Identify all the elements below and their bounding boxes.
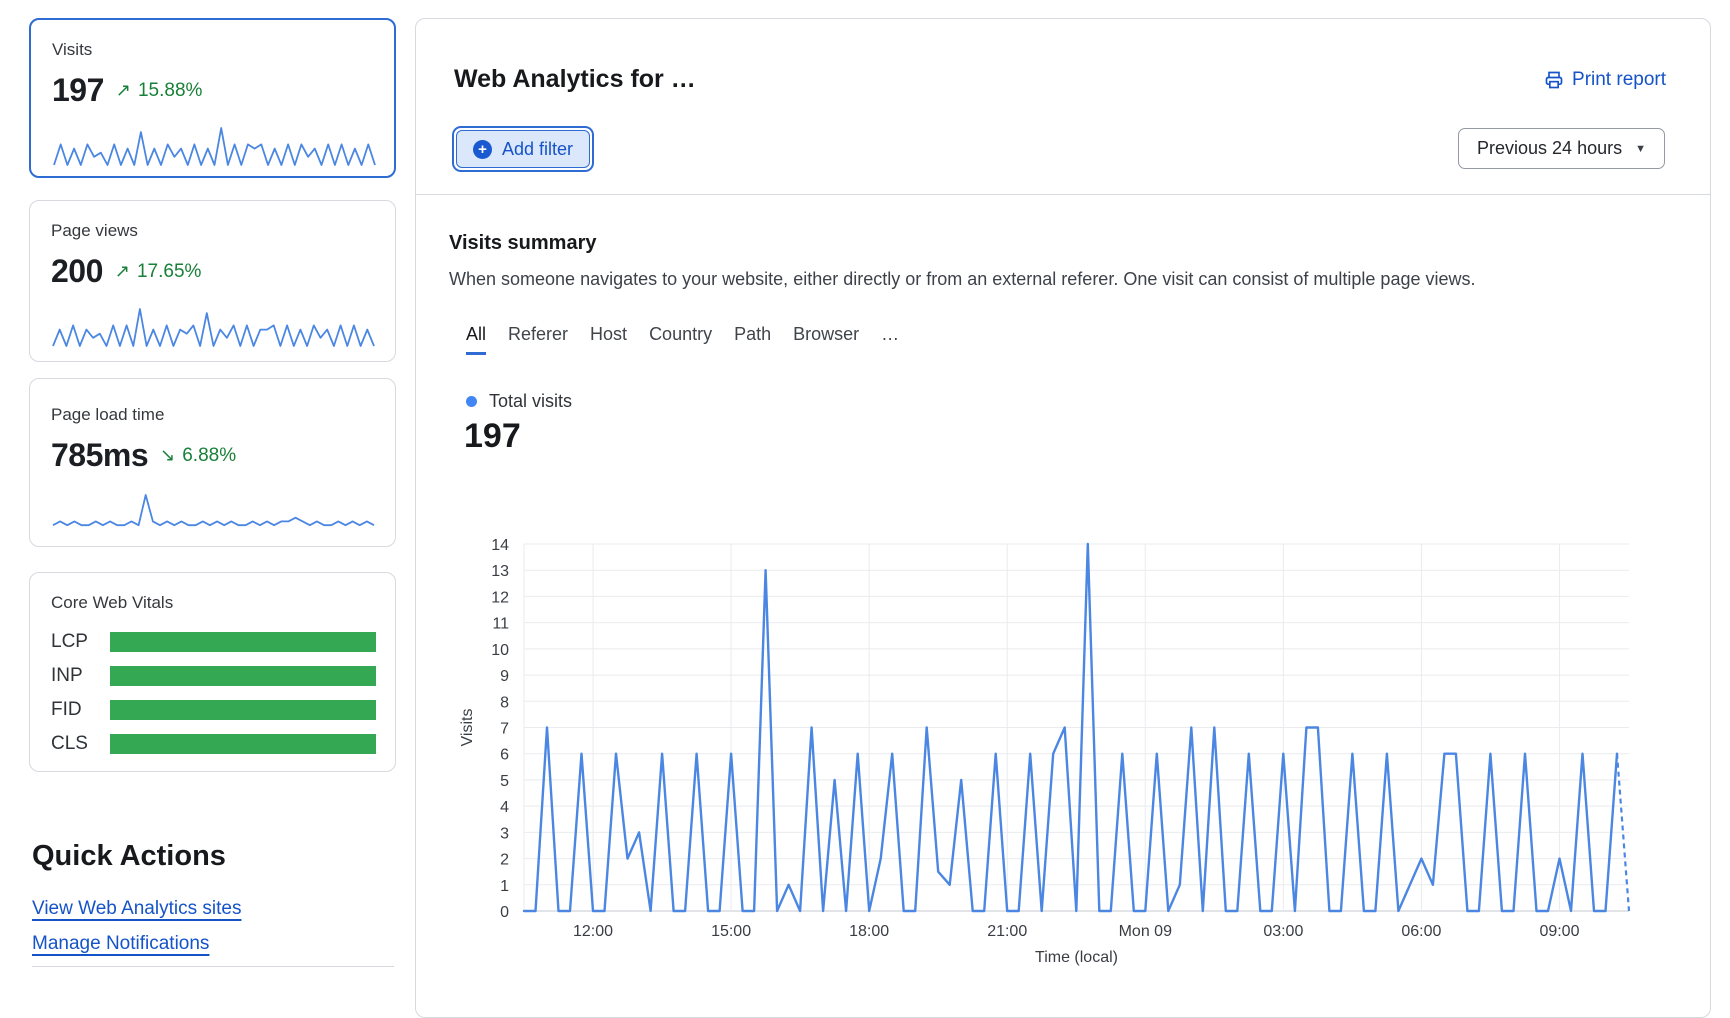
sparkline-path: [53, 127, 376, 166]
x-axis-tick-label: 06:00: [1401, 923, 1441, 940]
trend-badge: ↘ 6.88%: [160, 445, 236, 467]
y-axis-tick-label: 9: [500, 668, 509, 685]
cwv-good-bar: [110, 632, 376, 652]
metric-card-visits[interactable]: Visits 197 ↗ 15.88%: [29, 18, 396, 178]
more-tabs-button[interactable]: …: [881, 324, 901, 344]
trend-value: 15.88%: [137, 79, 203, 101]
visits-sparkline: [53, 127, 376, 166]
x-axis-tick-label: 09:00: [1539, 923, 1579, 940]
card-value: 197: [52, 72, 104, 108]
legend-label: Total visits: [489, 391, 573, 411]
trend-badge: ↗ 15.88%: [116, 80, 203, 102]
card-title: Visits: [52, 40, 93, 59]
time-range-dropdown[interactable]: Previous 24 hours ▼: [1458, 128, 1665, 169]
add-filter-label: Add filter: [502, 138, 574, 159]
web-analytics-panel: Web Analytics for … Print report + Add f…: [415, 18, 1711, 1018]
legend-item-total-visits[interactable]: Total visits: [466, 391, 572, 412]
cwv-good-bar: [110, 700, 376, 720]
trend-up-icon: ↗: [114, 261, 130, 281]
add-filter-button[interactable]: + Add filter: [456, 130, 591, 168]
dimension-tabs: All Referer Host Country Path Browser …: [466, 324, 900, 355]
cwv-row: CLS: [51, 733, 376, 754]
y-axis-tick-label: 5: [500, 773, 509, 790]
trend-up-icon: ↗: [115, 80, 131, 100]
cwv-row: INP: [51, 665, 376, 686]
cwv-metric-label: LCP: [51, 631, 88, 652]
page-load-sparkline: [52, 494, 375, 527]
cwv-row: LCP: [51, 631, 376, 652]
cwv-good-bar: [110, 734, 376, 754]
x-axis-title: Time (local): [1035, 949, 1118, 966]
y-axis-tick-label: 7: [500, 721, 509, 738]
x-axis-tick-label: Mon 09: [1119, 923, 1172, 940]
y-axis-tick-label: 1: [500, 878, 509, 895]
divider: [32, 966, 394, 967]
x-axis-tick-label: 18:00: [849, 923, 889, 940]
sparkline-path: [52, 308, 375, 347]
y-axis-tick-label: 3: [500, 825, 509, 842]
card-title: Page views: [51, 221, 138, 240]
cwv-good-bar: [110, 666, 376, 686]
card-title: Page load time: [51, 405, 165, 424]
printer-icon: [1545, 71, 1563, 89]
cwv-metric-label: CLS: [51, 733, 88, 754]
y-axis-tick-label: 8: [500, 694, 509, 711]
tab-country[interactable]: Country: [649, 324, 713, 344]
tab-referer[interactable]: Referer: [508, 324, 569, 344]
trend-value: 17.65%: [136, 260, 202, 282]
y-axis-tick-label: 0: [500, 904, 509, 921]
view-web-analytics-sites-link[interactable]: View Web Analytics sites: [32, 898, 242, 919]
section-title: Visits summary: [449, 232, 597, 254]
print-report-button[interactable]: Print report: [1544, 69, 1666, 91]
y-axis-tick-label: 6: [500, 747, 509, 764]
card-title: Core Web Vitals: [51, 593, 174, 612]
time-range-label: Previous 24 hours: [1477, 138, 1623, 158]
tab-path[interactable]: Path: [734, 324, 772, 344]
x-axis-tick-label: 12:00: [573, 923, 613, 940]
y-axis-tick-label: 12: [491, 589, 509, 606]
trend-down-icon: ↘: [160, 445, 176, 465]
metric-card-page-load-time[interactable]: Page load time 785ms ↘ 6.88%: [29, 378, 396, 547]
trend-badge: ↗ 17.65%: [115, 261, 202, 283]
cwv-metric-label: FID: [51, 699, 82, 720]
legend-dot-icon: [466, 396, 477, 407]
y-axis-tick-label: 11: [492, 616, 509, 633]
x-axis-tick-label: 21:00: [987, 923, 1027, 940]
y-axis-tick-label: 4: [500, 799, 509, 816]
cwv-row: FID: [51, 699, 376, 720]
sparkline-path: [52, 494, 375, 527]
plus-icon: +: [473, 139, 492, 159]
y-axis-tick-label: 2: [500, 852, 509, 869]
quick-actions-title: Quick Actions: [32, 840, 226, 872]
tab-browser[interactable]: Browser: [793, 324, 860, 344]
page-title: Web Analytics for …: [454, 65, 696, 93]
x-axis-tick-label: 03:00: [1263, 923, 1303, 940]
chevron-down-icon: ▼: [1635, 142, 1646, 155]
trend-value: 6.88%: [182, 444, 237, 466]
section-description: When someone navigates to your website, …: [449, 269, 1476, 289]
chart-series-line: [522, 542, 1619, 913]
manage-notifications-link[interactable]: Manage Notifications: [32, 933, 210, 954]
page-views-sparkline: [52, 308, 375, 347]
x-axis-tick-label: 15:00: [711, 923, 751, 940]
card-value: 200: [51, 253, 103, 289]
core-web-vitals-card: Core Web Vitals LCP INP FID CLS: [29, 572, 396, 772]
tab-all[interactable]: All: [466, 324, 487, 355]
y-axis-tick-label: 13: [491, 563, 509, 580]
metric-card-page-views[interactable]: Page views 200 ↗ 17.65%: [29, 200, 396, 362]
y-axis-tick-label: 14: [491, 537, 509, 554]
divider: [416, 194, 1710, 195]
total-visits-value: 197: [464, 417, 521, 455]
cwv-metric-label: INP: [51, 665, 83, 686]
print-report-label: Print report: [1572, 69, 1666, 90]
card-value: 785ms: [51, 437, 149, 473]
y-axis-title: Visits: [459, 709, 476, 747]
y-axis-tick-label: 10: [491, 642, 509, 659]
tab-host[interactable]: Host: [590, 324, 628, 344]
add-filter-focus-ring: + Add filter: [452, 126, 595, 172]
